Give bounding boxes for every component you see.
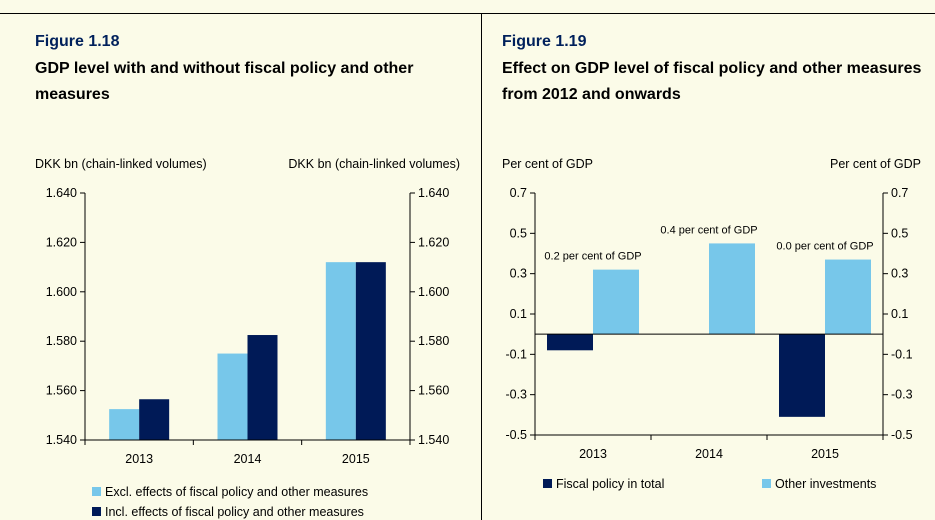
y-tick-label-right: 1.640 bbox=[418, 186, 449, 200]
data-annotation: 0.2 per cent of GDP bbox=[544, 251, 641, 263]
y-tick-label-right: 0.3 bbox=[891, 267, 908, 281]
y-tick-label-right: 1.580 bbox=[418, 334, 449, 348]
x-tick-label: 2014 bbox=[695, 447, 723, 461]
legend-label: Excl. effects of fiscal policy and other… bbox=[105, 485, 368, 499]
bar-series-1 bbox=[547, 334, 593, 351]
figure-title: GDP level with and without fiscal policy… bbox=[35, 60, 414, 103]
y-tick-label-left: 0.1 bbox=[510, 307, 527, 321]
bar-series-1 bbox=[109, 409, 140, 440]
legend-swatch bbox=[543, 479, 552, 488]
y-axis-label-left: Per cent of GDP bbox=[502, 157, 593, 171]
y-tick-label-left: 1.560 bbox=[46, 384, 77, 398]
y-axis-label-right: Per cent of GDP bbox=[830, 157, 921, 171]
bar-series-2 bbox=[825, 259, 871, 335]
x-tick-label: 2015 bbox=[342, 452, 370, 466]
y-tick-label-left: 1.620 bbox=[46, 235, 77, 249]
bar-series-1 bbox=[217, 353, 248, 440]
y-tick-label-right: 1.620 bbox=[418, 235, 449, 249]
panel-divider bbox=[481, 13, 482, 520]
y-tick-label-right: 1.560 bbox=[418, 384, 449, 398]
x-tick-label: 2015 bbox=[811, 447, 839, 461]
top-rule bbox=[0, 13, 935, 14]
x-tick-label: 2013 bbox=[579, 447, 607, 461]
y-tick-label-left: -0.3 bbox=[505, 388, 527, 402]
legend-swatch bbox=[92, 507, 101, 516]
y-tick-label-left: 0.5 bbox=[510, 226, 527, 240]
y-tick-label-left: 1.640 bbox=[46, 186, 77, 200]
y-tick-label-right: 0.5 bbox=[891, 226, 908, 240]
bar-series-2 bbox=[593, 269, 639, 335]
y-axis-label-left: DKK bn (chain-linked volumes) bbox=[35, 157, 207, 171]
legend-label: Fiscal policy in total bbox=[556, 477, 664, 491]
x-tick-label: 2014 bbox=[234, 452, 262, 466]
bar-series-2 bbox=[355, 262, 386, 440]
figure-number: Figure 1.18 bbox=[35, 33, 120, 50]
figure-number: Figure 1.19 bbox=[502, 33, 587, 50]
legend-label: Incl. effects of fiscal policy and other… bbox=[105, 505, 364, 519]
y-tick-label-left: 1.580 bbox=[46, 334, 77, 348]
y-tick-label-right: 1.540 bbox=[418, 433, 449, 447]
y-tick-label-right: -0.1 bbox=[891, 347, 913, 361]
bar-series-2 bbox=[709, 243, 755, 335]
legend-swatch bbox=[92, 487, 101, 496]
y-tick-label-left: -0.1 bbox=[505, 347, 527, 361]
y-tick-label-left: 0.3 bbox=[510, 267, 527, 281]
legend-label: Other investments bbox=[775, 477, 876, 491]
y-tick-label-left: 1.540 bbox=[46, 433, 77, 447]
y-tick-label-right: 1.600 bbox=[418, 285, 449, 299]
y-axis-label-right: DKK bn (chain-linked volumes) bbox=[288, 157, 460, 171]
y-tick-label-left: 1.600 bbox=[46, 285, 77, 299]
figure-1-19-panel: Figure 1.19 Effect on GDP level of fisca… bbox=[482, 0, 935, 520]
y-tick-label-right: -0.5 bbox=[891, 428, 913, 442]
y-tick-label-left: -0.5 bbox=[505, 428, 527, 442]
data-annotation: 0.4 per cent of GDP bbox=[660, 224, 757, 236]
y-tick-label-right: 0.7 bbox=[891, 186, 908, 200]
bar-series-2 bbox=[139, 399, 170, 440]
legend-swatch bbox=[762, 479, 771, 488]
y-tick-label-left: 0.7 bbox=[510, 186, 527, 200]
figure-1-18-panel: Figure 1.18 GDP level with and without f… bbox=[35, 33, 414, 103]
bar-series-2 bbox=[247, 335, 278, 440]
y-tick-label-right: -0.3 bbox=[891, 388, 913, 402]
y-tick-label-right: 0.1 bbox=[891, 307, 908, 321]
x-tick-label: 2013 bbox=[125, 452, 153, 466]
data-annotation: 0.0 per cent of GDP bbox=[776, 241, 873, 253]
bar-series-1 bbox=[325, 262, 356, 440]
figure-title: Effect on GDP level of fiscal policy and… bbox=[502, 60, 922, 103]
bar-series-1 bbox=[779, 334, 825, 417]
